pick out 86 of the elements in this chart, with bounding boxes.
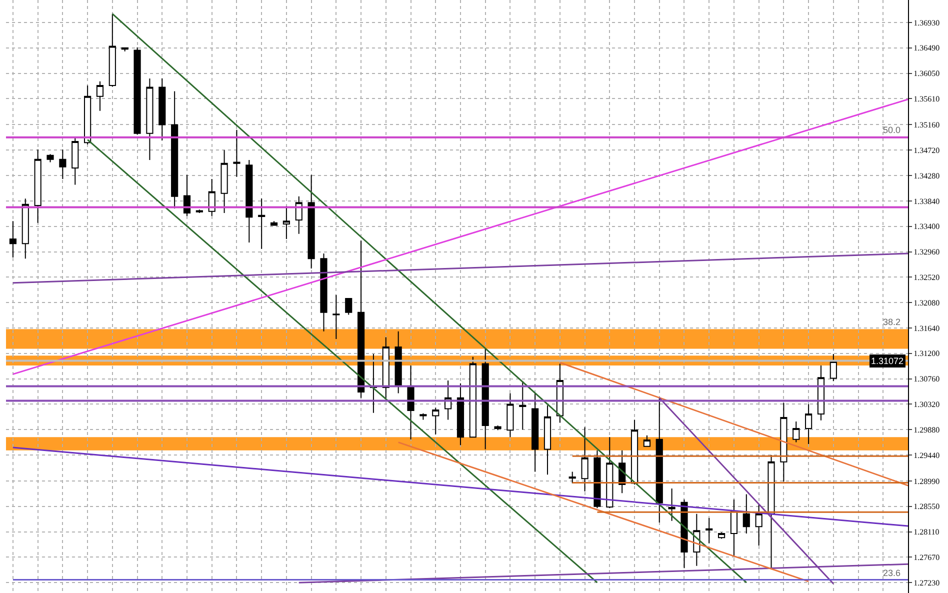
ref-line-label: 1.31072 — [871, 356, 904, 366]
candlestick — [208, 178, 216, 216]
y-tick-label: 1.28550 — [914, 502, 940, 512]
candlestick — [730, 498, 738, 556]
y-tick-label: 1.28110 — [914, 528, 940, 537]
y-tick-label: 1.30760 — [914, 374, 940, 384]
candlestick — [817, 365, 825, 421]
candlestick — [171, 90, 178, 209]
y-tick-label: 1.32960 — [914, 248, 940, 257]
y-tick-label: 1.31640 — [914, 324, 940, 333]
y-tick-label: 1.35610 — [914, 94, 940, 104]
candlestick — [9, 220, 17, 258]
y-tick-label: 1.31200 — [914, 349, 940, 358]
candlestick — [544, 404, 552, 476]
candlestick — [420, 412, 427, 420]
y-tick-label: 1.32520 — [914, 272, 940, 282]
candlestick — [407, 365, 414, 440]
annotation: 50.0 — [883, 125, 901, 135]
y-tick-label: 1.33840 — [914, 196, 940, 206]
candlestick — [532, 392, 539, 472]
candlestick — [792, 421, 800, 443]
candlestick — [34, 149, 42, 224]
candlestick — [46, 154, 54, 163]
candlestick — [606, 436, 614, 509]
y-tick-label: 1.36490 — [914, 44, 940, 53]
candlestick — [742, 494, 750, 534]
y-tick-label: 1.29880 — [914, 425, 940, 434]
y-tick-label: 1.30320 — [914, 400, 940, 409]
candlestick — [332, 294, 340, 340]
candlestick — [96, 80, 104, 112]
candlestick — [345, 297, 352, 316]
y-tick-label: 1.33400 — [914, 222, 940, 232]
candlestick — [220, 150, 228, 214]
candlestick — [568, 471, 576, 484]
candlestick — [183, 174, 191, 216]
y-tick-label: 1.27670 — [914, 553, 940, 562]
candlestick — [506, 392, 514, 438]
y-tick-label: 1.34280 — [914, 171, 940, 180]
candlestick — [308, 174, 315, 269]
candlestick — [246, 159, 253, 244]
candlestick — [258, 198, 266, 250]
candlestick — [282, 206, 290, 240]
y-tick-label: 1.28990 — [914, 476, 940, 486]
candlestick — [456, 382, 464, 446]
annotation: 38.2 — [883, 317, 901, 327]
candlestick — [494, 425, 502, 431]
candlestick — [158, 78, 166, 141]
y-tick-label: 1.34720 — [914, 146, 940, 155]
candlestick — [84, 84, 92, 145]
candlestick — [718, 532, 726, 540]
candlestick — [320, 252, 328, 332]
candlestick — [581, 426, 588, 492]
candlestick — [768, 454, 775, 569]
candlestick — [594, 450, 601, 509]
candlestick — [59, 149, 66, 180]
candlestick — [469, 356, 476, 438]
candlestick — [394, 330, 402, 394]
candlestick — [432, 407, 440, 435]
y-tick-label: 1.29440 — [914, 450, 940, 460]
y-tick-label: 1.32080 — [914, 298, 940, 308]
candlestick — [146, 78, 154, 160]
candlestick — [233, 129, 240, 178]
candlestick — [370, 353, 378, 414]
candlestick — [830, 353, 837, 382]
candlestick — [72, 136, 79, 186]
candlestick — [22, 198, 29, 260]
candlestick — [643, 434, 650, 448]
candlestick — [630, 419, 638, 485]
annotation: 23.6 — [883, 568, 901, 578]
y-tick-label: 1.27230 — [914, 578, 940, 588]
candlestick — [519, 380, 526, 430]
candlestick — [482, 348, 489, 450]
y-tick-label: 1.36050 — [914, 69, 940, 78]
candlestick — [656, 397, 663, 524]
y-tick-label: 1.36930 — [914, 18, 940, 28]
candlestick — [706, 517, 713, 544]
candlestick — [357, 240, 365, 398]
candlestick — [780, 402, 788, 482]
candlestick — [805, 404, 812, 445]
candlestick — [134, 46, 141, 136]
y-tick-label: 1.35160 — [914, 120, 940, 130]
candlestick — [382, 336, 390, 398]
candlestick — [295, 196, 302, 234]
candlestick — [668, 488, 676, 522]
candlestick — [108, 13, 116, 88]
candlestick — [755, 504, 762, 546]
